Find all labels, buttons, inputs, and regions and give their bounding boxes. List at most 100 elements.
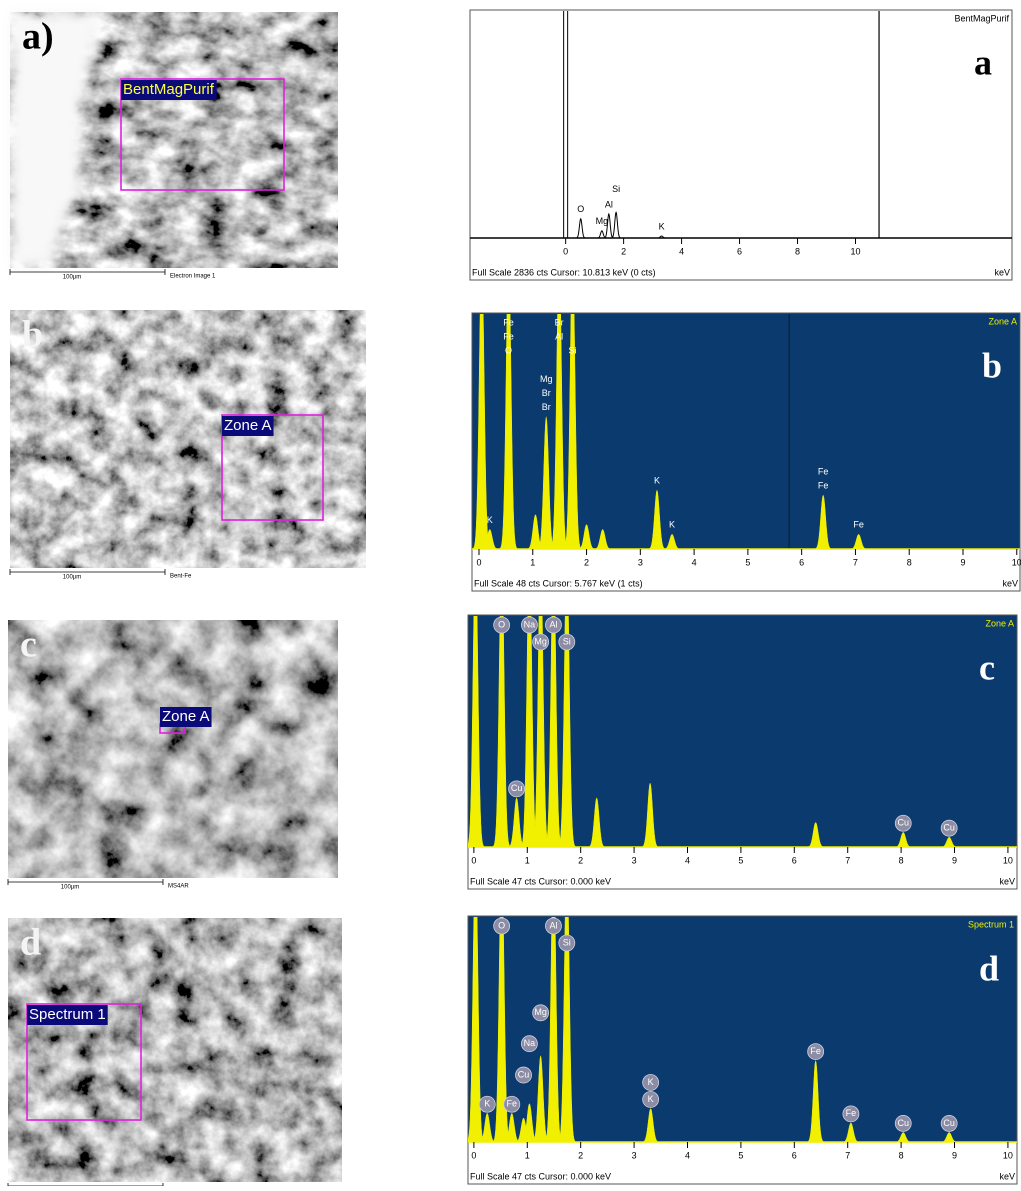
peak-label: Al bbox=[549, 920, 557, 930]
peak-label: Al bbox=[605, 199, 613, 209]
label-badge bbox=[642, 1074, 660, 1091]
spectrum-plot-bg bbox=[468, 615, 1017, 847]
x-tick-label: 4 bbox=[685, 1150, 690, 1160]
peak-label: Si bbox=[612, 184, 620, 194]
scale-bar-label: 100µm bbox=[63, 575, 81, 581]
label-badge bbox=[532, 1004, 550, 1022]
label-badge bbox=[508, 780, 525, 798]
region-label: Zone A bbox=[224, 417, 272, 434]
x-tick-label: 7 bbox=[845, 1150, 850, 1160]
spectrum bbox=[468, 917, 959, 1142]
x-tick-label: 10 bbox=[1012, 557, 1021, 567]
peak bbox=[498, 314, 519, 549]
spectrum-status: Full Scale 47 cts Cursor: 0.000 keV bbox=[470, 876, 611, 886]
spectrum-letter: b bbox=[982, 345, 1002, 385]
label-badge bbox=[558, 934, 576, 952]
panel-letter: a) bbox=[22, 16, 54, 58]
spectrum-frame bbox=[469, 9, 1013, 281]
x-tick-label: 8 bbox=[795, 246, 800, 256]
peak-label: Fe bbox=[503, 317, 514, 327]
spectrum-title: Zone A bbox=[985, 618, 1014, 628]
x-tick-label: 9 bbox=[952, 1150, 957, 1160]
spectrum-letter: a bbox=[974, 42, 992, 82]
peak bbox=[491, 616, 512, 847]
label-badge bbox=[642, 1091, 660, 1108]
label-badge bbox=[493, 616, 511, 634]
peak-label: Cu bbox=[518, 1069, 530, 1079]
label-badge bbox=[894, 1115, 912, 1132]
x-tick-label: 2 bbox=[578, 855, 583, 865]
x-tick-label: 1 bbox=[525, 855, 530, 865]
spectrum-status: Full Scale 2836 cts Cursor: 10.813 keV (… bbox=[472, 267, 656, 277]
region-box bbox=[221, 414, 324, 521]
peak-label: Br bbox=[542, 402, 551, 412]
spectrum-frame bbox=[471, 312, 1021, 592]
x-tick-label: 10 bbox=[1003, 1150, 1013, 1160]
x-tick-label: 5 bbox=[738, 855, 743, 865]
label-badge bbox=[894, 814, 912, 832]
peak-label: Si bbox=[569, 345, 577, 355]
region-box bbox=[120, 78, 285, 191]
label-badge bbox=[807, 1043, 825, 1061]
label-badge bbox=[521, 616, 538, 634]
peak-label: Cu bbox=[897, 1118, 909, 1128]
peak bbox=[562, 314, 583, 549]
peak-label: Mg bbox=[534, 1007, 547, 1017]
spectrum-status: Full Scale 48 cts Cursor: 5.767 keV (1 c… bbox=[474, 578, 643, 588]
image-caption: MS4AR bbox=[168, 884, 189, 890]
peak-label: Fe bbox=[507, 1099, 518, 1109]
peak-label: Cu bbox=[897, 818, 909, 828]
spectrum-frame bbox=[467, 915, 1018, 1185]
x-tick-label: 6 bbox=[792, 1150, 797, 1160]
label-badge bbox=[478, 1095, 496, 1113]
region-label: BentMagPurif bbox=[123, 81, 215, 98]
region-label: Zone A bbox=[162, 708, 210, 725]
peak bbox=[468, 616, 486, 847]
peak-label: K bbox=[654, 476, 660, 486]
x-tick-label: 7 bbox=[845, 855, 850, 865]
peak-label: K bbox=[669, 520, 675, 530]
x-tick-label: 4 bbox=[679, 246, 684, 256]
image-caption: Bent-Fe bbox=[170, 574, 192, 580]
label-badge bbox=[521, 1035, 538, 1053]
peak-label: Mg bbox=[540, 374, 553, 384]
peak-label: K bbox=[648, 1094, 654, 1104]
peak-label: Al bbox=[549, 619, 557, 629]
spectrum-frame bbox=[467, 614, 1018, 890]
x-tick-label: 8 bbox=[907, 557, 912, 567]
x-tick-label: 2 bbox=[621, 246, 626, 256]
region-label-bg bbox=[160, 707, 212, 727]
peak-label: Cu bbox=[943, 1118, 955, 1128]
x-tick-label: 2 bbox=[578, 1150, 583, 1160]
label-badge bbox=[515, 1066, 532, 1084]
spectrum-title: Spectrum 1 bbox=[968, 919, 1014, 929]
label-badge bbox=[558, 633, 576, 651]
peak-label: K bbox=[648, 1077, 654, 1087]
x-tick-label: 10 bbox=[1003, 855, 1013, 865]
peak-label: Mg bbox=[596, 216, 609, 226]
spectrum-status: Full Scale 47 cts Cursor: 0.000 keV bbox=[470, 1171, 611, 1181]
label-badge bbox=[940, 1115, 958, 1132]
peak-label: Fe bbox=[503, 331, 514, 341]
peak bbox=[813, 494, 833, 549]
spectrum-plot-bg bbox=[468, 916, 1017, 1142]
image-caption: Electron Image 1 bbox=[170, 274, 216, 280]
peak-label: Fe bbox=[810, 1046, 821, 1056]
peak-label: Fe bbox=[818, 481, 829, 491]
label-badge bbox=[532, 633, 550, 651]
x-tick-label: 0 bbox=[471, 1150, 476, 1160]
region-label-bg bbox=[27, 1005, 108, 1025]
panel-letter: b bbox=[22, 314, 43, 356]
peak-label: K bbox=[487, 515, 493, 525]
x-tick-label: 9 bbox=[952, 855, 957, 865]
spectrum-letter: c bbox=[979, 647, 995, 687]
sem-image: Zone A bbox=[10, 310, 366, 568]
x-tick-label: 9 bbox=[960, 557, 965, 567]
x-tick-label: 4 bbox=[692, 557, 697, 567]
x-tick-label: 3 bbox=[632, 1150, 637, 1160]
x-tick-label: 0 bbox=[563, 246, 568, 256]
spectrum-title: Zone A bbox=[988, 316, 1017, 326]
x-tick-label: 8 bbox=[899, 855, 904, 865]
